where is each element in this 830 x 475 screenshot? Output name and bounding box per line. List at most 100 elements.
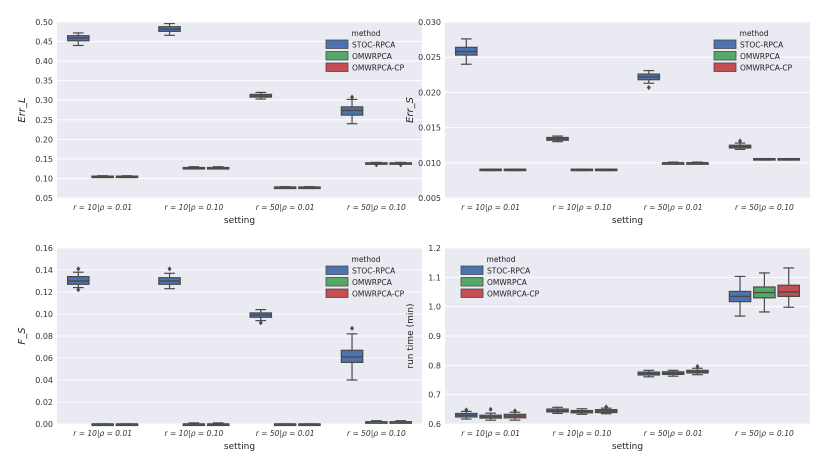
legend-swatch bbox=[460, 265, 484, 275]
y-tick-label: 0.030 bbox=[418, 18, 441, 27]
y-axis-label: run time (min) bbox=[406, 303, 416, 368]
outlier-point bbox=[512, 408, 517, 414]
box-omwrpca-4 bbox=[753, 157, 776, 161]
legend-title: method bbox=[487, 255, 516, 264]
legend-label: STOC-RPCA bbox=[352, 267, 396, 276]
x-tick-label: r = 10|ρ = 0.10 bbox=[165, 429, 224, 438]
outlier-point bbox=[350, 94, 355, 100]
box-stoc-rpca-2 bbox=[546, 135, 569, 143]
legend-label: OMWRPCA-CP bbox=[352, 290, 405, 299]
y-tick-label: 0.10 bbox=[35, 310, 53, 319]
x-tick-label: r = 10|ρ = 0.01 bbox=[73, 429, 132, 438]
box-omwrpca-1 bbox=[479, 168, 502, 172]
outlier-point bbox=[76, 287, 81, 293]
legend-swatch bbox=[460, 277, 484, 287]
y-tick-label: 0.12 bbox=[35, 288, 53, 297]
box-omwrpca-cp-1 bbox=[115, 423, 139, 427]
outlier-point bbox=[76, 266, 81, 272]
legend-title: method bbox=[352, 255, 381, 264]
legend-swatch bbox=[713, 62, 737, 72]
legend-label: OMWRPCA bbox=[352, 52, 393, 61]
box-stoc-rpca-4 bbox=[340, 325, 364, 381]
box-omwrpca-cp-4 bbox=[777, 267, 801, 308]
x-tick-label: r = 10|ρ = 0.01 bbox=[73, 203, 132, 212]
legend-label: OMWRPCA bbox=[487, 278, 528, 287]
y-tick-label: 0.08 bbox=[35, 332, 53, 341]
box-stoc-rpca-1 bbox=[66, 32, 90, 47]
box-stoc-rpca-4 bbox=[728, 275, 752, 317]
y-tick-label: 0.14 bbox=[35, 266, 53, 275]
box-omwrpca-2 bbox=[570, 408, 594, 415]
legend-label: STOC-RPCA bbox=[740, 41, 784, 50]
box-omwrpca-cp-2 bbox=[206, 166, 230, 170]
chart-panel-3: 0.00 0.02 0.04 0.06 0.08 0.10 0.12 0.14 0.16 r = … bbox=[17, 244, 422, 452]
chart-panel-1: 0.05 0.10 0.15 0.20 0.25 0.30 0.35 0.40 0.45 0.50… bbox=[17, 18, 422, 226]
legend-swatch bbox=[325, 265, 349, 275]
y-tick-label: 0.05 bbox=[35, 194, 53, 203]
legend-label: OMWRPCA-CP bbox=[740, 64, 793, 73]
box-stoc-rpca-3 bbox=[249, 309, 273, 326]
box-omwrpca-1 bbox=[479, 406, 502, 421]
box-omwrpca-2 bbox=[182, 422, 206, 427]
y-tick-label: 0.16 bbox=[35, 244, 53, 253]
box-omwrpca-cp-3 bbox=[298, 186, 321, 190]
x-tick-label: r = 10|ρ = 0.10 bbox=[165, 203, 224, 212]
x-tick-label: r = 50|ρ = 0.01 bbox=[644, 203, 703, 212]
outlier-point bbox=[738, 138, 743, 144]
box-omwrpca-cp-1 bbox=[115, 175, 139, 179]
y-tick-label: 1.1 bbox=[428, 273, 441, 282]
outlier-point bbox=[695, 363, 700, 370]
legend: method STOC-RPCA OMWRPCA OMWRPCA-CP bbox=[460, 255, 540, 299]
outlier-point bbox=[464, 407, 469, 413]
x-tick-label: r = 10|ρ = 0.01 bbox=[461, 203, 520, 212]
box-omwrpca-3 bbox=[661, 161, 685, 165]
legend-label: OMWRPCA-CP bbox=[352, 64, 405, 73]
box-omwrpca-3 bbox=[273, 186, 297, 190]
box-stoc-rpca-2 bbox=[158, 22, 181, 36]
box-omwrpca-4 bbox=[365, 161, 388, 168]
y-tick-label: 0.020 bbox=[418, 88, 441, 97]
x-tick-label: r = 10|ρ = 0.01 bbox=[461, 429, 520, 438]
y-tick-label: 0.005 bbox=[418, 194, 441, 203]
y-tick-label: 0.04 bbox=[35, 376, 53, 385]
box-omwrpca-3 bbox=[661, 369, 685, 377]
y-tick-label: 0.25 bbox=[35, 116, 53, 125]
x-tick-label: r = 50|ρ = 0.01 bbox=[256, 429, 315, 438]
y-tick-label: 0.7 bbox=[428, 391, 441, 400]
box-omwrpca-4 bbox=[753, 272, 776, 313]
outlier-point bbox=[374, 162, 379, 168]
box-omwrpca-cp-2 bbox=[594, 168, 618, 172]
box-omwrpca-cp-1 bbox=[503, 408, 527, 421]
y-tick-label: 0.10 bbox=[35, 174, 53, 183]
legend: method STOC-RPCA OMWRPCA OMWRPCA-CP bbox=[325, 29, 405, 73]
box-omwrpca-cp-3 bbox=[686, 363, 709, 376]
x-tick-label: r = 50|ρ = 0.01 bbox=[256, 203, 315, 212]
y-tick-label: 0.35 bbox=[35, 77, 53, 86]
y-tick-label: 0.9 bbox=[428, 332, 441, 341]
legend-label: OMWRPCA-CP bbox=[487, 290, 540, 299]
outlier-point bbox=[258, 320, 263, 326]
box-omwrpca-3 bbox=[273, 423, 297, 427]
legend-label: STOC-RPCA bbox=[487, 267, 531, 276]
y-tick-label: 0.025 bbox=[418, 53, 441, 62]
y-tick-label: 1.2 bbox=[428, 244, 441, 253]
legend-swatch bbox=[325, 288, 349, 298]
legend-title: method bbox=[740, 29, 769, 38]
x-tick-label: r = 10|ρ = 0.10 bbox=[553, 429, 612, 438]
box-omwrpca-cp-4 bbox=[389, 161, 413, 168]
y-tick-label: 1.0 bbox=[428, 303, 441, 312]
outlier-point bbox=[646, 84, 651, 91]
box-omwrpca-2 bbox=[182, 166, 206, 170]
y-tick-label: 0.50 bbox=[35, 18, 53, 27]
y-tick-label: 0.010 bbox=[418, 159, 441, 168]
box-stoc-rpca-1 bbox=[66, 266, 90, 293]
y-axis-label: F_S bbox=[17, 327, 28, 345]
y-tick-label: 0.45 bbox=[35, 38, 53, 47]
box-omwrpca-cp-3 bbox=[686, 161, 709, 165]
box-stoc-rpca-1 bbox=[454, 38, 478, 65]
outlier-point bbox=[167, 266, 172, 272]
legend: method STOC-RPCA OMWRPCA OMWRPCA-CP bbox=[325, 255, 405, 299]
legend-label: OMWRPCA bbox=[740, 52, 781, 61]
x-tick-label: r = 50|ρ = 0.10 bbox=[735, 203, 794, 212]
